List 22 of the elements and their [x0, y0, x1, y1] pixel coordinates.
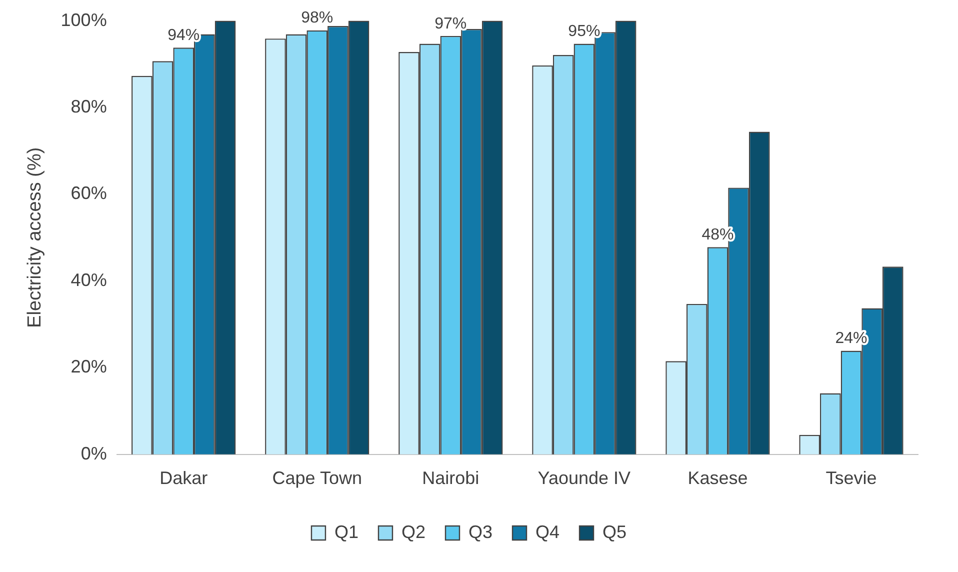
y-axis-title: Electricity access (%) [24, 147, 46, 328]
y-tick-label: 100% [60, 10, 107, 30]
legend-label: Q5 [602, 522, 627, 542]
y-tick-label: 40% [70, 270, 107, 290]
legend-label: Q4 [536, 522, 560, 542]
x-tick-label: Yaounde IV [538, 468, 631, 488]
y-tick-label: 20% [70, 356, 107, 377]
x-tick-label: Cape Town [272, 468, 362, 488]
y-tick-label: 80% [70, 96, 107, 116]
x-tick-label: Nairobi [422, 468, 480, 488]
x-tick-label: Dakar [160, 468, 208, 488]
data-label: 94% [168, 27, 200, 44]
x-tick-label: Tsevie [826, 468, 877, 488]
data-label: 98% [301, 10, 334, 27]
data-label: 97% [434, 15, 467, 32]
y-tick-label: 60% [70, 183, 107, 204]
legend-label: Q3 [468, 522, 493, 542]
y-tick-label: 0% [80, 443, 107, 464]
legend-label: Q1 [334, 522, 358, 542]
x-tick-label: Kasese [688, 468, 748, 488]
legend-label: Q2 [401, 522, 426, 542]
data-label: 95% [568, 23, 600, 40]
